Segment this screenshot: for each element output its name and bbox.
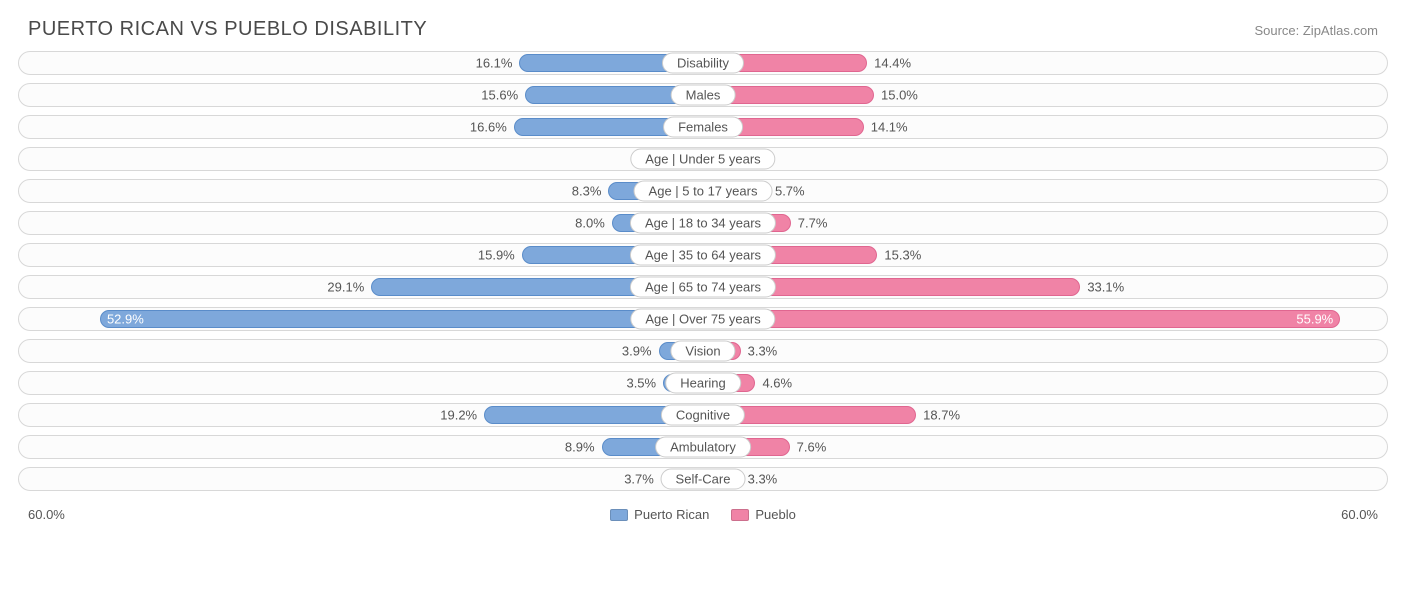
row-category-label: Females [663, 117, 743, 138]
row-category-label: Disability [662, 53, 744, 74]
chart-header: PUERTO RICAN VS PUEBLO DISABILITY Source… [0, 0, 1406, 51]
bar-right-value: 14.4% [866, 56, 911, 71]
chart-row: 8.9% 7.6% Ambulatory [18, 435, 1388, 459]
legend-item-right: Pueblo [731, 507, 795, 522]
bar-right-value: 18.7% [915, 408, 960, 423]
bar-right-value: 33.1% [1079, 280, 1124, 295]
bar-right-value: 7.7% [790, 216, 828, 231]
bar-left-value: 8.9% [565, 440, 603, 455]
chart-row: 15.9% 15.3% Age | 35 to 64 years [18, 243, 1388, 267]
row-category-label: Ambulatory [655, 437, 751, 458]
chart-source: Source: ZipAtlas.com [1254, 23, 1378, 38]
bar-left: 52.9% [100, 310, 703, 328]
row-category-label: Age | 35 to 64 years [630, 245, 776, 266]
row-category-label: Age | 65 to 74 years [630, 277, 776, 298]
legend-swatch-left [610, 509, 628, 521]
bar-right-value: 55.9% [1296, 312, 1333, 327]
bar-right-value: 3.3% [740, 344, 778, 359]
chart-row: 29.1% 33.1% Age | 65 to 74 years [18, 275, 1388, 299]
chart-row: 15.6% 15.0% Males [18, 83, 1388, 107]
bar-left-value: 15.9% [478, 248, 523, 263]
bar-right-value: 7.6% [789, 440, 827, 455]
bar-left-value: 3.9% [622, 344, 660, 359]
row-category-label: Males [671, 85, 736, 106]
chart-row: 16.1% 14.4% Disability [18, 51, 1388, 75]
row-category-label: Vision [670, 341, 735, 362]
legend-swatch-right [731, 509, 749, 521]
row-category-label: Age | 18 to 34 years [630, 213, 776, 234]
chart-footer: 60.0% Puerto Rican Pueblo 60.0% [0, 505, 1406, 534]
chart-row: 3.7%3.3%Self-Care [18, 467, 1388, 491]
chart-row: 8.0% 7.7% Age | 18 to 34 years [18, 211, 1388, 235]
legend-label-left: Puerto Rican [634, 507, 709, 522]
chart-row: 16.6% 14.1% Females [18, 115, 1388, 139]
bar-right-value: 5.7% [767, 184, 805, 199]
bar-left-value: 3.5% [626, 376, 664, 391]
chart-row: 8.3% 5.7%Age | 5 to 17 years [18, 179, 1388, 203]
chart-row: 3.9% 3.3% Vision [18, 339, 1388, 363]
axis-max-left: 60.0% [28, 507, 65, 522]
bar-left-value: 16.6% [470, 120, 515, 135]
diverging-bar-chart: 16.1% 14.4% Disability 15.6% 15.0% Males 16.6%… [0, 51, 1406, 505]
legend-item-left: Puerto Rican [610, 507, 709, 522]
bar-right-value: 4.6% [754, 376, 792, 391]
bar-left-value: 8.3% [572, 184, 610, 199]
bar-right: 55.9% [703, 310, 1340, 328]
bar-right-value: 14.1% [863, 120, 908, 135]
bar-left-value: 15.6% [481, 88, 526, 103]
row-category-label: Hearing [665, 373, 741, 394]
row-category-label: Self-Care [661, 469, 746, 490]
chart-row: 19.2% 18.7% Cognitive [18, 403, 1388, 427]
bar-right-value: 15.0% [873, 88, 918, 103]
legend-label-right: Pueblo [755, 507, 795, 522]
chart-row: 3.5% 4.6% Hearing [18, 371, 1388, 395]
axis-max-right: 60.0% [1341, 507, 1378, 522]
row-category-label: Age | 5 to 17 years [634, 181, 773, 202]
row-category-label: Age | Over 75 years [630, 309, 775, 330]
bar-left-value: 8.0% [575, 216, 613, 231]
row-category-label: Cognitive [661, 405, 745, 426]
legend: Puerto Rican Pueblo [65, 507, 1341, 522]
bar-left-value: 3.7% [624, 472, 662, 487]
chart-row: 1.7%1.3%Age | Under 5 years [18, 147, 1388, 171]
chart-title: PUERTO RICAN VS PUEBLO DISABILITY [28, 18, 427, 41]
chart-row: 52.9% 55.9% Age | Over 75 years [18, 307, 1388, 331]
bar-right-value: 15.3% [876, 248, 921, 263]
bar-left-value: 29.1% [327, 280, 372, 295]
bar-left-value: 16.1% [476, 56, 521, 71]
bar-left-value: 19.2% [440, 408, 485, 423]
bar-left-value: 52.9% [107, 312, 144, 327]
row-category-label: Age | Under 5 years [630, 149, 775, 170]
